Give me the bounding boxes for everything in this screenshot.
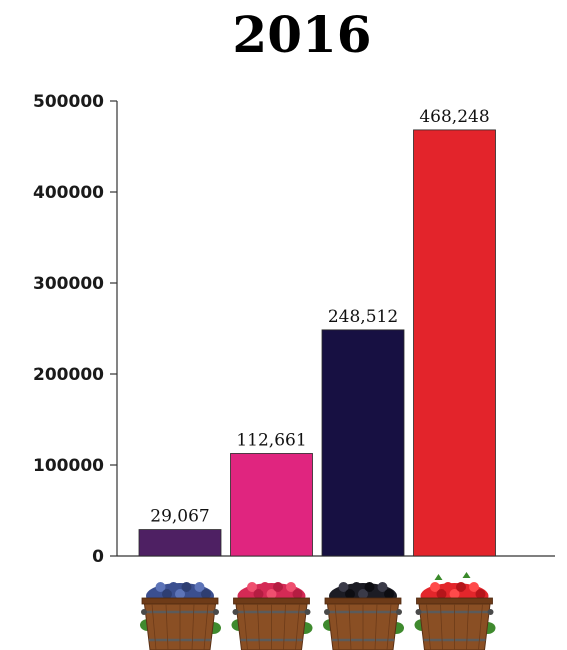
blackberry-basket-icon xyxy=(323,582,404,650)
data-labels: 29,067 112,661 248,512 468,248 xyxy=(150,107,489,527)
raspberry-basket-icon xyxy=(231,582,313,650)
data-label: 112,661 xyxy=(236,430,306,450)
bar xyxy=(321,329,405,557)
bars xyxy=(138,129,496,557)
data-label: 248,512 xyxy=(328,307,398,327)
y-tick-label: 400000 xyxy=(33,183,104,203)
bar xyxy=(413,129,496,557)
blueberry-basket-icon xyxy=(140,582,221,650)
y-tick-label: 300000 xyxy=(33,274,104,294)
strawberry-basket-icon xyxy=(414,572,496,650)
bar xyxy=(138,529,222,557)
y-tick-label: 200000 xyxy=(33,365,104,385)
y-tick-label: 100000 xyxy=(33,456,104,476)
bar xyxy=(230,453,313,557)
category-icons xyxy=(140,572,496,650)
y-tick-label: 0 xyxy=(92,547,104,567)
y-tick-label: 500000 xyxy=(33,92,104,112)
data-label: 468,248 xyxy=(419,107,489,127)
data-label: 29,067 xyxy=(150,507,209,527)
chart-title: 2016 xyxy=(232,5,371,64)
y-axis: 0 100000 200000 300000 400000 500000 xyxy=(33,92,118,567)
